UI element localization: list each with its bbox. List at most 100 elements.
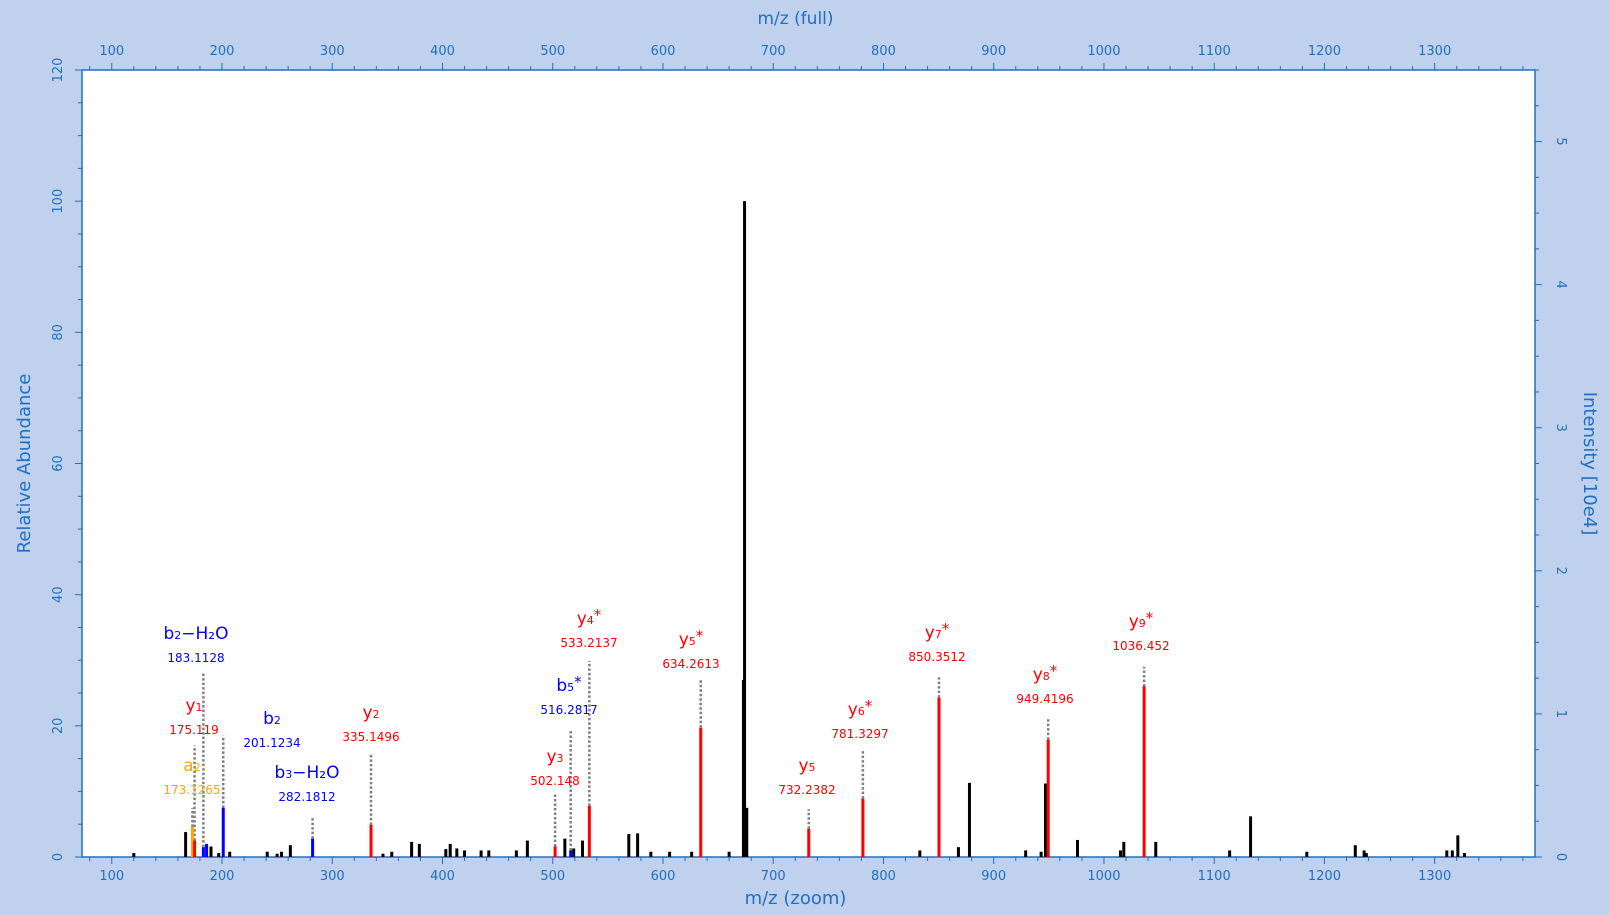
ion-mz-label: 533.2137: [560, 636, 617, 650]
x-bottom-tick-label: 300: [320, 869, 345, 884]
peak-none: [228, 851, 232, 857]
x-bottom-tick-label: 700: [761, 869, 786, 884]
peak-none: [1118, 850, 1122, 857]
x-bottom-tick-label: 200: [210, 869, 235, 884]
peak-none: [217, 853, 221, 857]
ion-label: y2: [362, 703, 379, 723]
peak-y: [553, 846, 557, 857]
ion-label: b5*: [556, 673, 582, 696]
ion-number: 9: [1139, 617, 1146, 630]
peak-none: [1445, 850, 1449, 857]
ion-letter: a: [183, 756, 193, 776]
peak-y: [937, 697, 941, 857]
ion-letter: b: [263, 709, 274, 729]
ion-number: 2: [373, 708, 380, 721]
ion-mz-label: 1036.452: [1112, 639, 1169, 653]
peak-none: [280, 851, 284, 857]
peak-none: [690, 851, 694, 857]
peak-none: [514, 850, 518, 857]
x-top-tick-label: 1000: [1087, 44, 1120, 59]
ion-suffix: −H₂O: [292, 763, 339, 783]
peak-none: [649, 851, 653, 857]
peak-none: [727, 851, 731, 857]
ion-number: 5: [567, 681, 574, 694]
x-top-tick-label: 1100: [1198, 44, 1231, 59]
ion-label: a2: [183, 756, 200, 776]
ion-label: b2: [263, 709, 281, 729]
x-top-tick-label: 300: [320, 44, 345, 59]
peak-none: [1044, 783, 1048, 857]
ion-label: y9*: [1129, 609, 1154, 632]
peak-none: [209, 846, 213, 857]
peak-b: [569, 850, 573, 857]
ion-label: y6*: [848, 697, 873, 720]
peak-none: [410, 841, 414, 857]
ion-number: 7: [935, 628, 942, 641]
peak-none: [288, 845, 292, 857]
peak-none: [417, 843, 421, 857]
ion-star: *: [1146, 609, 1154, 627]
x-top-tick-label: 600: [651, 44, 676, 59]
y-right-tick-label: 2: [1553, 567, 1568, 575]
x-bottom-tick-label: 1300: [1418, 869, 1451, 884]
x-top-tick-label: 200: [210, 44, 235, 59]
peak-y: [1046, 739, 1050, 857]
ion-mz-label: 850.3512: [908, 650, 965, 664]
ion-number: 2: [174, 629, 181, 642]
x-top-tick-label: 700: [761, 44, 786, 59]
ion-label: y3: [546, 747, 563, 767]
x-bottom-tick-label: 100: [99, 869, 124, 884]
peak-b: [311, 838, 315, 857]
y-left-tick-label: 120: [51, 58, 66, 83]
x-bottom-tick-label: 1100: [1198, 869, 1231, 884]
peak-none: [581, 840, 585, 857]
peak-none: [918, 850, 922, 857]
ion-letter: y: [1033, 665, 1043, 685]
peak-none: [1075, 839, 1079, 857]
y-left-tick-label: 0: [51, 853, 66, 861]
x-bottom-axis-title: m/z (zoom): [745, 888, 847, 909]
peak-none: [1249, 816, 1253, 857]
ion-mz-label: 335.1496: [342, 730, 399, 744]
peak-none: [265, 851, 269, 857]
peak-none: [1228, 850, 1232, 857]
y-right-axis-title: Intensity [10e4]: [1579, 392, 1600, 536]
peak-none: [132, 853, 136, 857]
ion-mz-label: 173.1265: [163, 783, 220, 797]
peak-none: [745, 807, 749, 857]
x-bottom-tick-label: 500: [540, 869, 565, 884]
plot-area: [81, 69, 1536, 858]
ion-letter: y: [798, 756, 808, 776]
y-left-axis-title: Relative Abundance: [14, 374, 35, 554]
ion-mz-label: 175.119: [169, 723, 219, 737]
peak-none: [563, 838, 567, 857]
peak-y: [699, 727, 703, 857]
y-left-tick-label: 60: [51, 455, 66, 472]
x-top-tick-label: 500: [540, 44, 565, 59]
peak-none: [448, 843, 452, 857]
peak-none: [1305, 851, 1309, 857]
ion-number: 2: [274, 714, 281, 727]
ion-number: 2: [194, 761, 201, 774]
ion-mz-label: 516.2817: [540, 703, 597, 717]
ion-number: 6: [858, 705, 865, 718]
peak-none: [275, 853, 279, 857]
ion-label: y7*: [925, 620, 950, 643]
ion-label: y5: [798, 756, 815, 776]
ion-mz-label: 949.4196: [1016, 692, 1073, 706]
peak-none: [1122, 841, 1126, 857]
peak-none: [1154, 841, 1158, 857]
peak-none: [390, 851, 394, 857]
peak-none: [956, 847, 960, 857]
ion-mz-label: 634.2613: [662, 657, 719, 671]
ion-letter: y: [185, 696, 195, 716]
ion-suffix: −H₂O: [181, 624, 228, 644]
peak-none: [455, 848, 459, 857]
ion-letter: b: [274, 763, 285, 783]
peak-y: [1142, 686, 1146, 857]
peak-y: [807, 828, 811, 857]
x-top-tick-label: 1200: [1308, 44, 1341, 59]
peak-none: [463, 850, 467, 857]
peak-none: [967, 782, 971, 857]
